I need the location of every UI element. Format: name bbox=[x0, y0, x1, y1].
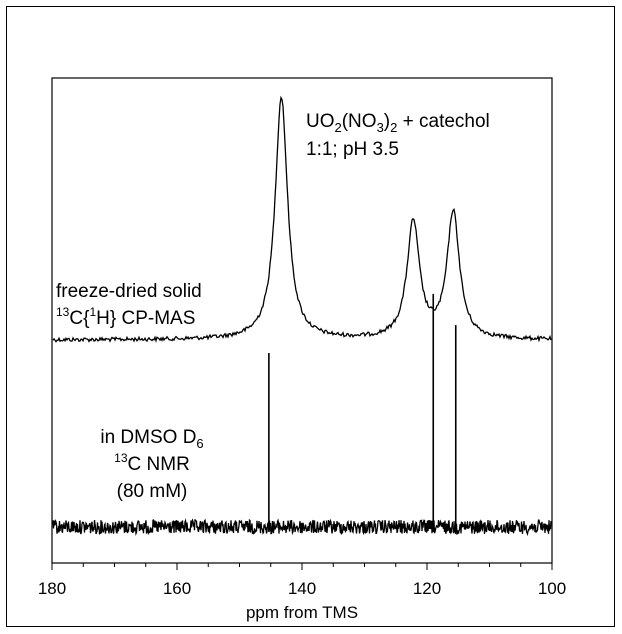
annotation-line-1: UO2(NO3)2 + catechol bbox=[306, 111, 490, 135]
x-tick-label: 120 bbox=[413, 579, 441, 598]
series-2-label-line-2: 13C NMR bbox=[114, 451, 190, 475]
series-1-label-line-1: freeze-dried solid bbox=[56, 281, 202, 302]
figure-frame bbox=[6, 6, 615, 627]
solution-baseline-noise bbox=[52, 518, 552, 537]
series-2-label-line-1: in DMSO D6 bbox=[100, 427, 203, 451]
annotation-line-2: 1:1; pH 3.5 bbox=[306, 139, 399, 160]
x-axis-label: ppm from TMS bbox=[246, 603, 358, 622]
x-tick-label: 140 bbox=[288, 579, 316, 598]
series-1-label-line-2: 13C{1H} CP-MAS bbox=[56, 305, 195, 329]
solution-stick-peaks bbox=[268, 293, 457, 532]
cp-mas-spectrum-line bbox=[52, 95, 552, 344]
x-tick-label: 100 bbox=[538, 579, 566, 598]
x-tick-label: 160 bbox=[163, 579, 191, 598]
x-axis-ticks bbox=[51, 563, 553, 570]
x-axis-tick-labels: 180 160 140 120 100 bbox=[38, 579, 566, 598]
x-tick-label: 180 bbox=[38, 579, 66, 598]
series-2-label-line-3: (80 mM) bbox=[117, 481, 188, 502]
